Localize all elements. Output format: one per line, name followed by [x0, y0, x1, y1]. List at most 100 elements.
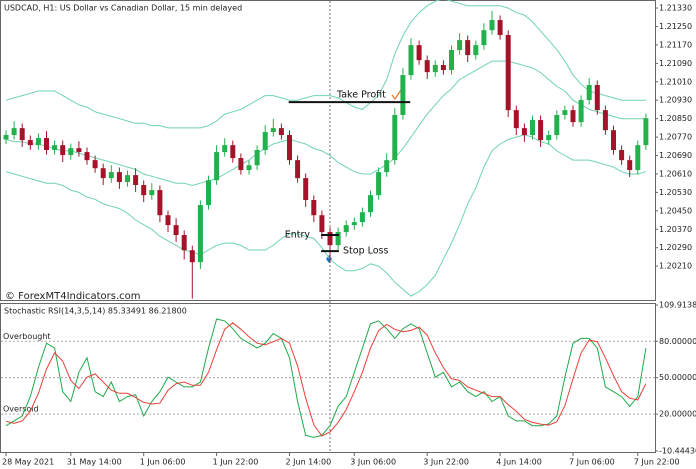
x-tick-label: 1 Jun 06:00 [140, 458, 186, 467]
level-label: Overbought [3, 332, 51, 341]
candle-body [570, 110, 576, 123]
bollinger-band [5, 0, 646, 129]
candle-body [368, 195, 373, 213]
annotation-label: Take Profit [336, 90, 386, 101]
y-tick-label: 1.20850 [659, 114, 692, 123]
candle-body [643, 118, 649, 146]
candle-body [52, 145, 58, 150]
candle-body [538, 120, 544, 141]
candle-body [60, 145, 66, 156]
y-tick-label: 109.91381 [659, 301, 696, 310]
y-tick-label: 1.21010 [659, 77, 692, 86]
y-tick-label: 1.20690 [659, 151, 692, 160]
candle-body [76, 148, 82, 153]
y-tick-label: 1.20210 [659, 262, 692, 271]
candle-body [489, 20, 495, 31]
candle-body [594, 85, 600, 111]
candle-body [343, 225, 349, 233]
x-tick-label: 1 Jun 22:00 [213, 458, 259, 467]
y-tick-label: 1.20370 [659, 225, 692, 234]
y-tick-label: 1.20610 [659, 169, 692, 178]
x-tick-label: 3 Jun 22:00 [423, 458, 469, 467]
bollinger-band [5, 134, 647, 297]
candle-body [416, 45, 422, 61]
candle-body [530, 120, 535, 136]
chart-title: USDCAD, H1: US Dollar vs Canadian Dollar… [4, 4, 242, 13]
candle-body [287, 135, 292, 161]
candle-body [44, 138, 49, 150]
candle-body [335, 232, 341, 246]
candle-body [189, 250, 195, 263]
candle-body [303, 178, 309, 200]
candle-body [3, 135, 9, 140]
candle-body [327, 232, 333, 246]
candle-body [68, 148, 74, 156]
candle-body [238, 158, 244, 171]
candle-body [457, 40, 463, 50]
oscillator-title: Stochastic RSI(14,3,5,14) 85.33491 86.21… [4, 307, 187, 316]
y-tick-label: 1.20450 [659, 206, 692, 215]
bollinger-band [5, 60, 646, 187]
candle-body [197, 205, 203, 263]
candle-body [230, 145, 236, 159]
y-tick-label: 1.20530 [659, 188, 692, 197]
y-tick-label: 50.00000 [659, 373, 696, 382]
candle-body [157, 190, 163, 216]
candle-body [141, 185, 147, 196]
candle-body [627, 160, 633, 171]
candle-body [246, 165, 252, 171]
candle-body [635, 145, 641, 171]
candle-body [513, 110, 519, 129]
candle-body [586, 85, 592, 100]
y-tick-label: 1.21170 [659, 40, 692, 49]
candle-body [562, 110, 568, 115]
candle-body [278, 128, 284, 136]
annotation-label: Stop Loss [343, 246, 389, 257]
x-tick-label: 31 May 14:00 [67, 458, 122, 467]
x-tick-label: 28 May 2021 [2, 458, 54, 467]
candle-body [173, 225, 179, 236]
candle-body [400, 75, 406, 115]
y-tick-label: 1.21090 [659, 59, 692, 68]
candle-body [505, 35, 511, 111]
candle-body [408, 45, 414, 76]
y-tick-label: 1.20290 [659, 243, 692, 252]
level-label: Oversold [3, 405, 39, 414]
candle-body [311, 200, 317, 216]
y-tick-label: 20.00000 [659, 410, 696, 419]
candle-body [84, 152, 90, 161]
candle-body [149, 190, 155, 196]
candle-body [254, 150, 260, 166]
candle-body [376, 172, 382, 196]
candle-body [319, 215, 325, 233]
x-tick-label: 7 Jun 22:00 [634, 458, 680, 467]
annotation-label: Entry [285, 230, 311, 241]
price-panel-frame [0, 0, 656, 301]
candle-body [262, 132, 268, 150]
candle-body [554, 114, 560, 136]
candle-body [11, 128, 17, 136]
candle-body [108, 172, 114, 179]
candle-body [270, 128, 276, 133]
y-tick-label: 1.20930 [659, 96, 692, 105]
candle-body [125, 175, 130, 183]
candle-body [295, 160, 301, 179]
candle-body [384, 160, 390, 173]
candle-body [546, 135, 552, 141]
x-tick-label: 7 Jun 06:00 [569, 458, 615, 467]
oscillator-line [5, 322, 647, 437]
candle-body [100, 168, 106, 179]
candle-body [465, 40, 471, 56]
candle-body [449, 50, 454, 71]
x-tick-label: 4 Jun 14:00 [496, 458, 542, 467]
candle-body [351, 222, 357, 226]
candle-body [116, 172, 122, 183]
candle-body [440, 64, 446, 71]
x-tick-label: 3 Jun 06:00 [350, 458, 396, 467]
candle-body [392, 114, 398, 161]
candle-body [481, 30, 487, 46]
candle-body [521, 128, 527, 136]
candle-body [619, 150, 625, 161]
